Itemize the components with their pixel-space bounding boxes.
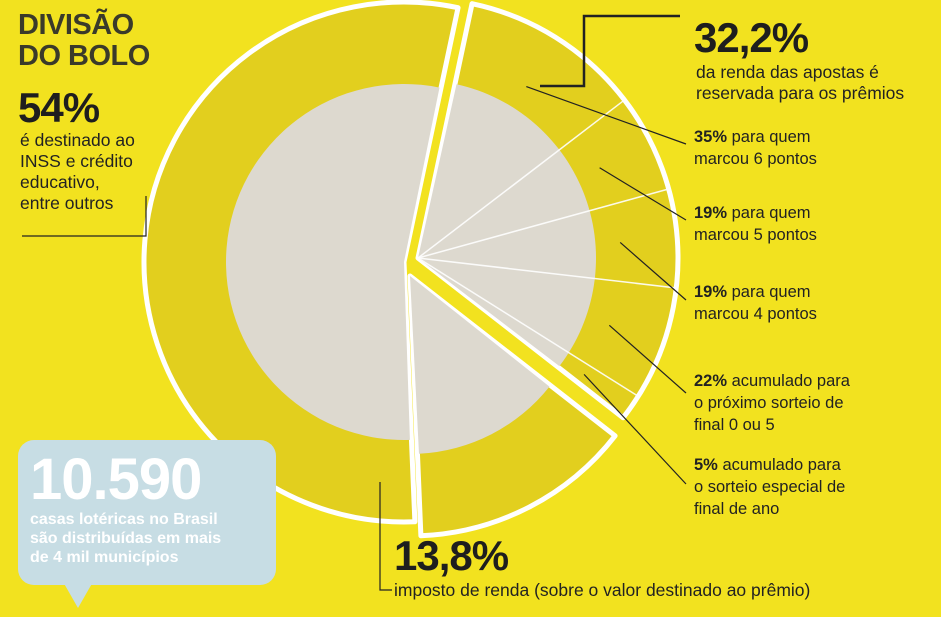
leader-line-prize-3 [619,242,687,301]
prize-4-line-1: para quem [731,283,811,301]
inss-desc-line-4: entre outros [20,193,114,213]
inss-desc-line-1: é destinado ao [20,130,135,150]
callout-line-1: casas lotéricas no Brasil [30,511,218,528]
inss-desc-line-2: INSS e crédito [20,151,133,171]
prize-ano-line-3: final de ano [694,500,780,518]
prize-divider-1 [417,100,624,259]
callout-text: casas lotéricas no Brasil são distribuíd… [30,510,265,567]
prize-5-pct: 19% [694,204,728,222]
slice-label-tax-pct: 13,8% [394,532,509,579]
prize-ano-line-1: acumulado para [722,456,841,474]
leader-line-tax [379,482,392,591]
pie-slice-tax-center [410,276,550,454]
leader-line-prize-2 [599,167,687,221]
prize-6-line-2: marcou 6 pontos [694,150,817,168]
prize-acc-line-1: acumulado para [731,372,850,390]
prizes-desc-line-2: reservada para os prêmios [696,83,905,103]
prize-4-line-2: marcou 4 pontos [694,305,817,323]
prize-5-line-1: para quem [731,204,811,222]
pie-slice-inss-center [225,83,440,441]
prize-divider-4 [417,257,637,396]
prize-6-pct: 35% [694,128,728,146]
prize-label-final-de-ano: 5% acumulado para o sorteio especial de … [694,454,934,520]
leader-line-prize-5 [583,373,687,485]
prize-6-line-1: para quem [731,128,811,146]
prize-divider-2 [417,188,667,259]
callout-bubble-tail [62,580,94,608]
prize-ano-pct: 5% [694,456,718,474]
callout-number: 10.590 [30,447,202,512]
prize-label-4-pontos: 19% para quem marcou 4 pontos [694,281,934,325]
title-line-2: DO BOLO [18,40,150,72]
callout-line-3: de 4 mil municípios [30,549,179,566]
pie-slice-prizes-center [418,84,597,367]
prize-4-pct: 19% [694,283,728,301]
prize-label-5-pontos: 19% para quem marcou 5 pontos [694,202,934,246]
leader-line-prize-4 [608,324,687,394]
slice-label-prizes-desc: da renda das apostas é reservada para os… [696,62,941,104]
slice-label-tax-desc: imposto de renda (sobre o valor destinad… [394,580,811,600]
title-line-1: DIVISÃO [18,9,134,41]
prizes-desc-line-1: da renda das apostas é [696,62,879,82]
prize-acc-line-3: final 0 ou 5 [694,416,775,434]
callout-line-2: são distribuídas em mais [30,530,222,547]
callout-bubble [18,440,276,585]
prize-5-line-2: marcou 5 pontos [694,226,817,244]
prize-label-acumulado-0-5: 22% acumulado para o próximo sorteio de … [694,370,934,436]
slice-label-inss-pct: 54% [18,84,100,131]
prize-divider-3 [417,257,675,289]
slice-label-inss-desc: é destinado ao INSS e crédito educativo,… [20,130,180,214]
slice-label-prizes-pct: 32,2% [694,14,809,61]
chart-title: DIVISÃO DO BOLO [18,10,150,72]
prize-acc-line-2: o próximo sorteio de [694,394,844,412]
leader-line-prizes-bracket [540,14,680,88]
prize-ano-line-2: o sorteio especial de [694,478,846,496]
leader-line-prize-1 [526,85,687,145]
leader-line-inss [22,196,147,237]
prize-acc-pct: 22% [694,372,728,390]
inss-desc-line-3: educativo, [20,172,100,192]
prize-label-6-pontos: 35% para quem marcou 6 pontos [694,126,934,170]
